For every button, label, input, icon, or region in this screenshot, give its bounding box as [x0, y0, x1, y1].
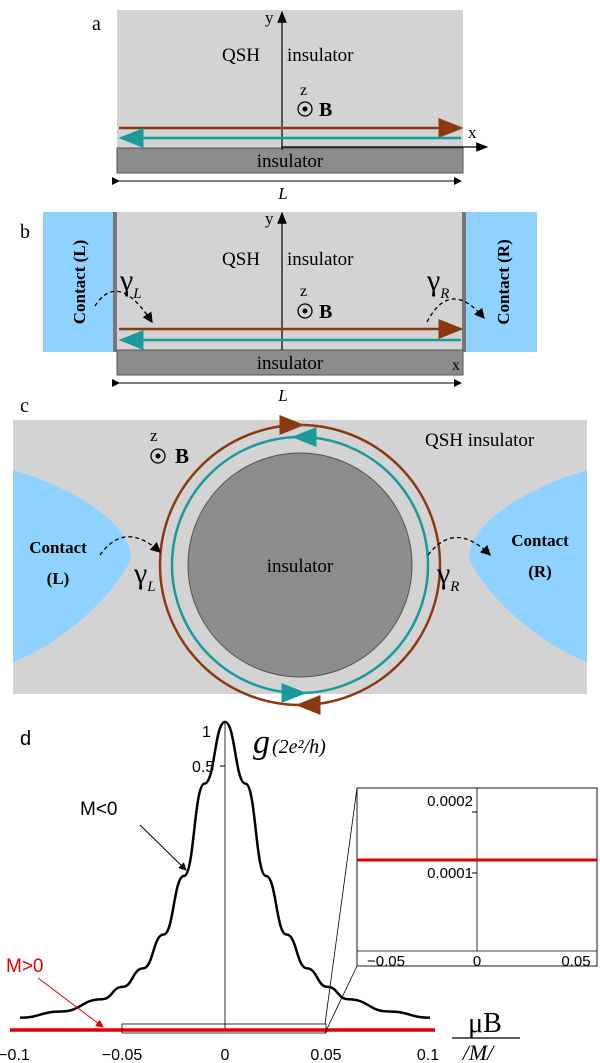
length-label: L — [277, 386, 287, 405]
inset-y-tick-label-0.0002: 0.0002 — [427, 793, 473, 810]
x-tick-label-0.05: 0.05 — [310, 1047, 341, 1063]
zoom-connector-top — [324, 787, 358, 1025]
gamma-left-symbol: γL — [133, 557, 156, 595]
x-tick-label-0.1: 0.1 — [417, 1047, 439, 1063]
contact-right — [466, 212, 537, 352]
qsh-label: QSH insulator — [425, 430, 535, 451]
contact-left-side: (L) — [47, 569, 70, 588]
qsh-region — [117, 212, 463, 352]
inset-x-tick-label-minus-0.05: −0.05 — [367, 953, 405, 970]
center-insulator — [187, 452, 413, 678]
bottom-insulator — [116, 147, 464, 174]
z-label: z — [300, 283, 307, 300]
zoom-region-box — [121, 1023, 327, 1034]
b-field-out-icon — [297, 101, 313, 117]
contact-left-label: Contact (L) — [70, 240, 89, 325]
tunneling-arrow-left — [94, 290, 153, 324]
contact-right-label: Contact (R) — [494, 239, 513, 324]
tunneling-arrow-left — [99, 536, 161, 556]
series-m-negative-pointer — [139, 824, 187, 871]
x-axis-label: x — [468, 123, 477, 142]
y-units: (2e²/h) — [272, 736, 326, 758]
gamma-left-symbol: γL — [119, 264, 142, 302]
panel-b: b Contact (L) Contact (R) insulator x y … — [20, 209, 537, 405]
inset-y-tick-label-0.0001: 0.0001 — [427, 865, 473, 882]
panel-a: a insulator y x QSH insulator z B L — [92, 8, 489, 203]
contact-left-name: Contact — [29, 538, 87, 557]
y-axis-label: y — [265, 209, 274, 228]
bottom-insulator — [116, 349, 464, 376]
y-tick-label-1: 1 — [202, 724, 211, 741]
b-label: B — [175, 444, 189, 468]
bottom-insulator-label: insulator — [257, 353, 324, 374]
b-label: B — [319, 301, 332, 323]
gamma-right-symbol: γR — [436, 557, 459, 595]
tunneling-arrow-right — [427, 536, 491, 556]
series-m-positive-label: M>0 — [6, 956, 44, 977]
contact-left — [13, 470, 131, 662]
x-label-denominator: /M/ — [461, 1040, 495, 1063]
z-label: z — [300, 82, 307, 99]
b-field-out-icon — [297, 303, 313, 319]
panel-c-label: c — [20, 395, 29, 417]
series-m-negative-line — [19, 720, 431, 1019]
x-tick-label-minus-0.05: −0.05 — [102, 1047, 143, 1063]
length-label: L — [277, 184, 287, 203]
b-field-out-icon — [150, 448, 166, 464]
x-tick-label-minus-0.1: −0.1 — [0, 1047, 30, 1063]
insulator-top-label: insulator — [287, 249, 354, 270]
contact-right-name: Contact — [511, 531, 569, 550]
contact-right — [469, 470, 587, 662]
insulator-top-label: insulator — [287, 45, 354, 66]
center-insulator-label: insulator — [267, 556, 334, 577]
contact-right-side: (R) — [528, 562, 552, 581]
panel-c: c Contact (L) Contact (R) insulator QSH … — [13, 395, 587, 715]
tunneling-arrow-right — [426, 298, 485, 323]
b-label: B — [319, 99, 332, 121]
bottom-insulator-label: insulator — [257, 151, 324, 172]
panel-a-label: a — [92, 13, 101, 35]
y-title: g — [253, 724, 270, 761]
contact-left — [43, 212, 114, 352]
y-ticks — [220, 765, 225, 1031]
qsh-label: QSH — [222, 249, 260, 270]
qsh-label: QSH — [222, 45, 260, 66]
y-axis-label: y — [265, 8, 274, 27]
contact-left-interface — [113, 212, 117, 352]
y-tick-label-0.5: 0.5 — [192, 759, 214, 776]
inset-x-tick-label-0.05: 0.05 — [561, 953, 590, 970]
panel-d-label: d — [20, 728, 31, 750]
z-label: z — [150, 426, 158, 445]
zoom-connector-bottom — [324, 965, 358, 1034]
panel-b-label: b — [20, 221, 30, 243]
qsh-region — [117, 10, 463, 150]
panel-d: d 1 0.5 g (2e²/h) M<0 M>0 −0.1 −0.05 0 0… — [0, 720, 598, 1063]
inset-x-tick-label-0: 0 — [473, 953, 481, 970]
x-tick-label-0: 0 — [221, 1047, 230, 1063]
gamma-right-symbol: γR — [426, 264, 449, 302]
series-m-negative-label: M<0 — [80, 799, 118, 820]
x-axis-label: x — [452, 357, 460, 374]
series-m-positive-pointer — [37, 977, 104, 1028]
inset-plot: 0.0002 0.0001 −0.05 0 0.05 — [356, 787, 598, 970]
x-label-numerator: μB — [468, 1008, 502, 1039]
contact-right-interface — [462, 212, 466, 352]
